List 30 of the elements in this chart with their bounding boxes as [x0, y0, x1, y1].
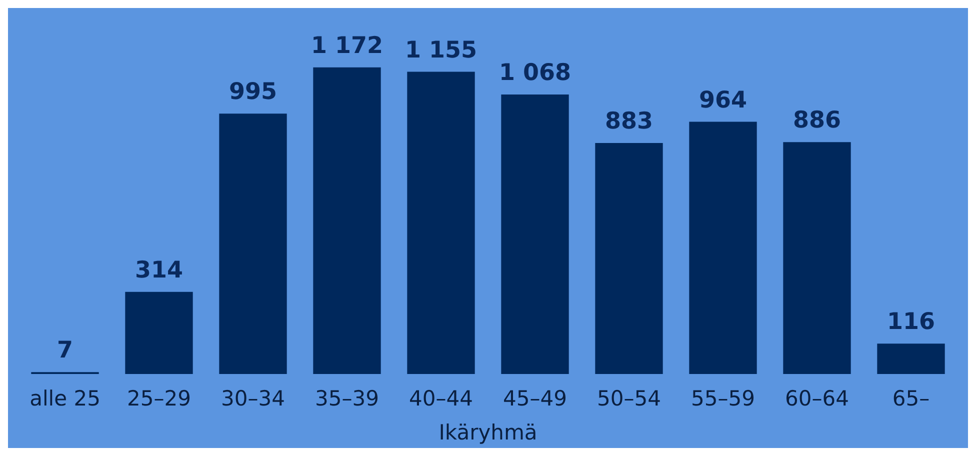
bar: [877, 344, 945, 374]
x-tick-label: 25–29: [127, 386, 191, 410]
x-tick-label: 35–39: [315, 386, 379, 410]
bar: [125, 292, 193, 374]
x-tick-label: 30–34: [221, 386, 285, 410]
x-tick-label: 65–: [892, 386, 930, 410]
bar: [689, 122, 757, 374]
data-label: 7: [56, 338, 74, 364]
data-label: 1 068: [498, 60, 572, 86]
x-tick-label: 55–59: [691, 386, 755, 410]
data-label: 1 172: [310, 32, 384, 59]
bar: [219, 114, 287, 374]
x-tick-label: 60–64: [785, 386, 849, 410]
x-tick-label: 45–49: [503, 386, 567, 410]
x-tick-label: 50–54: [597, 386, 661, 410]
bar: [313, 67, 381, 374]
data-label: 1 155: [404, 37, 478, 64]
x-axis-title: Ikäryhmä: [438, 420, 538, 444]
data-label: 314: [134, 257, 184, 284]
x-tick-label: alle 25: [30, 386, 100, 410]
data-label: 995: [228, 79, 278, 106]
data-label: 883: [604, 108, 654, 134]
x-tick-label: 40–44: [409, 386, 473, 410]
bar: [407, 72, 475, 374]
data-label: 116: [886, 309, 936, 336]
data-label: 886: [792, 108, 842, 134]
bar: [595, 142, 663, 374]
bar: [783, 142, 851, 374]
bar: [501, 94, 569, 374]
data-label: 964: [698, 87, 748, 114]
